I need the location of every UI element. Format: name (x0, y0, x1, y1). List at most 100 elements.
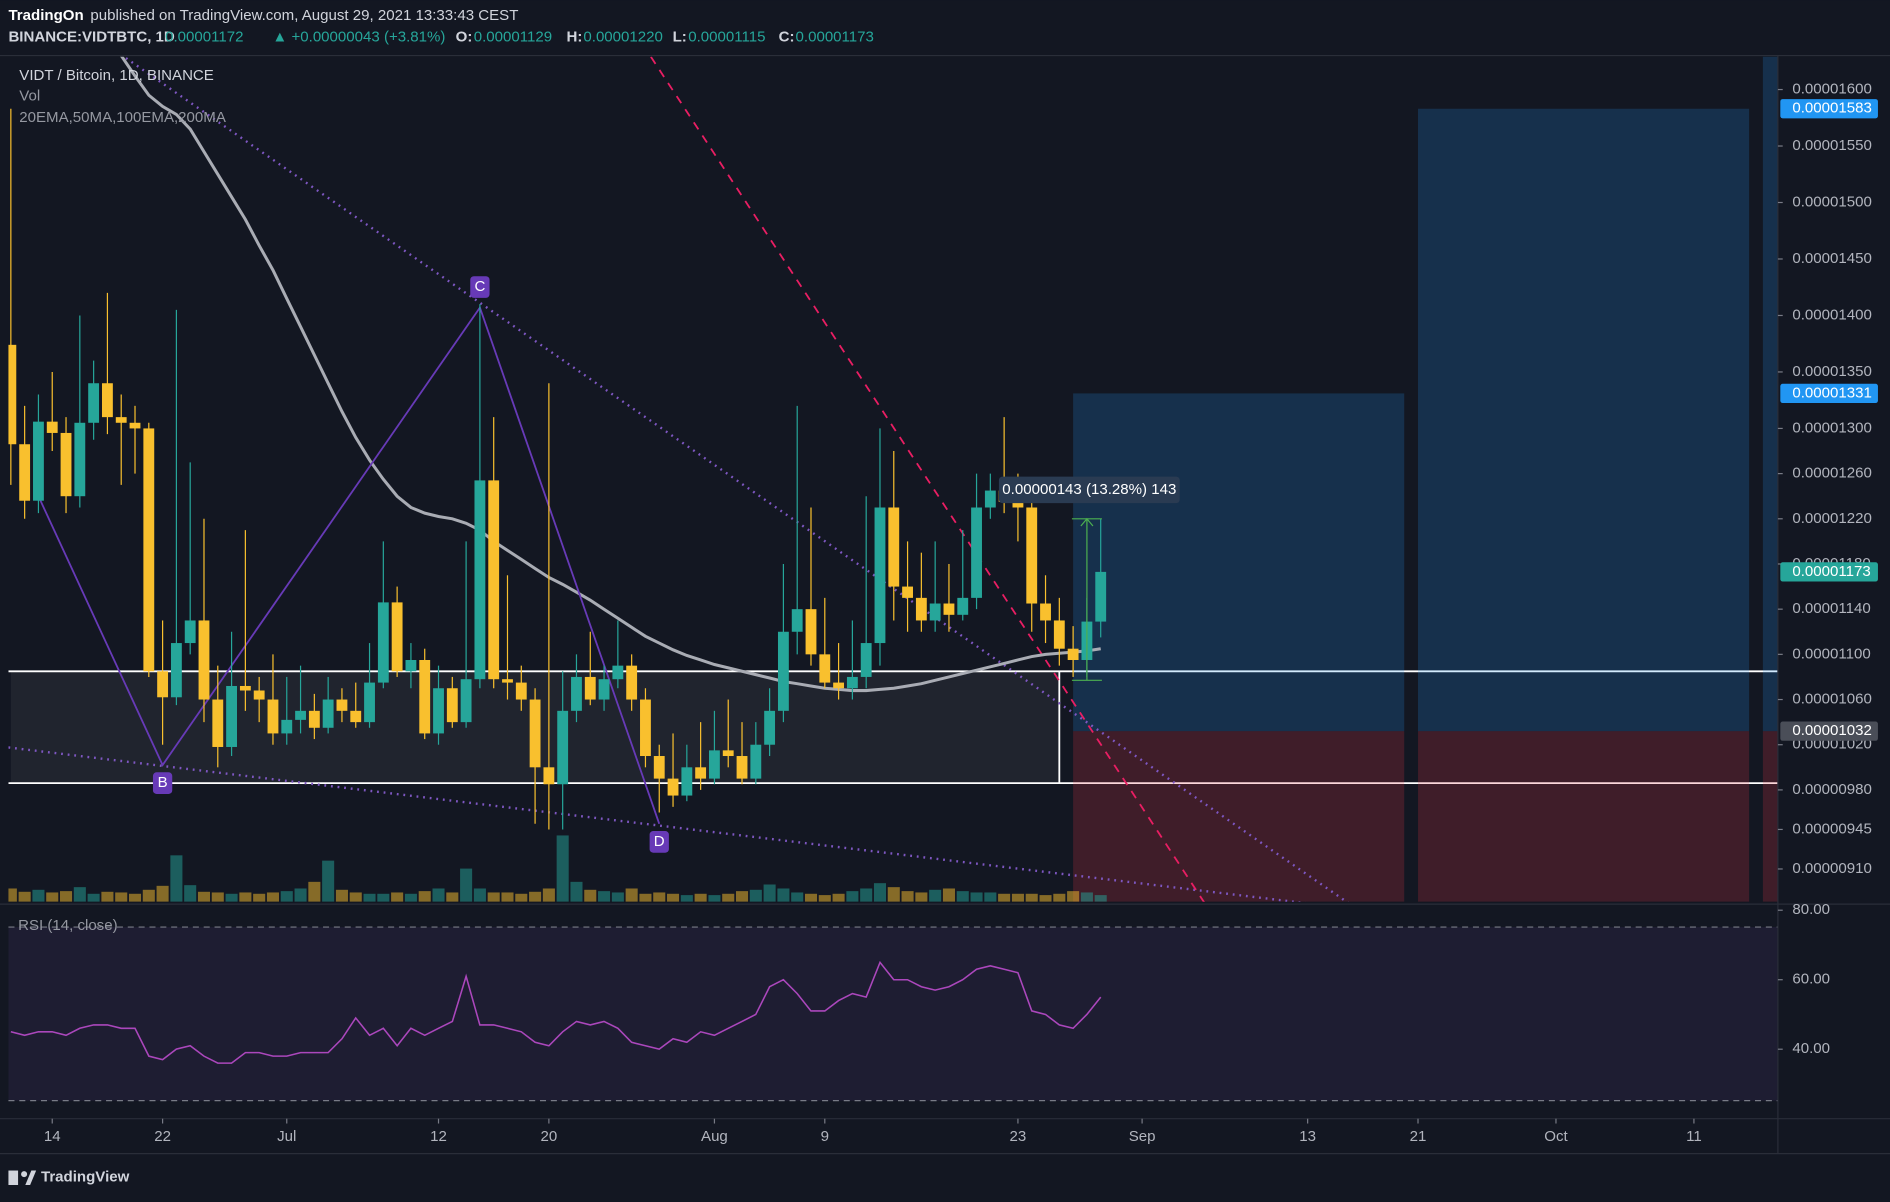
candle-body (8, 344, 17, 445)
y-tick-label: 0.00001500 (1792, 193, 1872, 210)
candle-body (750, 744, 762, 779)
pattern-line (37, 305, 661, 825)
candle-body (308, 710, 320, 728)
ohlc-value: 0.00001129 (474, 28, 552, 45)
ohlc-key: O: (456, 28, 473, 45)
candle-body (612, 665, 624, 680)
price-tag-label: 0.00001331 (1792, 384, 1872, 401)
volume-bar (46, 892, 59, 902)
volume-bar (763, 884, 776, 902)
volume-bar (1094, 895, 1107, 902)
last-price: 0.00001172 (165, 28, 243, 45)
pattern-label: D (654, 833, 665, 850)
volume-bar (184, 885, 197, 902)
volume-bar (1025, 893, 1038, 902)
candle-body (709, 750, 720, 779)
candle-body (184, 620, 196, 644)
volume-bar (1067, 891, 1080, 902)
measure-label-box (998, 476, 1180, 504)
volume-bar (942, 888, 955, 902)
x-tick-label: 20 (541, 1128, 558, 1145)
y-tick-label: 0.00001350 (1792, 363, 1872, 380)
volume-bar (18, 891, 31, 902)
volume-bar (804, 893, 818, 902)
candle-body (446, 688, 458, 723)
candle-body (943, 603, 955, 615)
volume-bar (1053, 893, 1066, 902)
legend-title: VIDT / Bitcoin, 1D, BINANCE (19, 67, 214, 84)
pattern-label: B (158, 774, 168, 791)
position-loss (1418, 731, 1750, 902)
y-tick-label: 0.00000945 (1792, 820, 1872, 837)
ohlc-value: 0.00001173 (796, 28, 874, 45)
candle-body (874, 507, 886, 644)
volume-bar (956, 891, 969, 902)
volume-bar (1011, 893, 1024, 902)
candle-body (805, 609, 817, 655)
candle-body (846, 676, 858, 689)
candle-body (226, 685, 238, 747)
volume-bar (322, 860, 335, 902)
volume-bar (708, 895, 721, 902)
candle-body (1026, 507, 1038, 604)
volume-bar (211, 892, 224, 902)
legend-volume: Vol (19, 88, 40, 105)
volume-bar (998, 893, 1011, 902)
volume-bar (680, 895, 693, 902)
x-tick-label: 12 (430, 1128, 447, 1145)
price-tag-label: 0.00001173 (1792, 563, 1870, 580)
candle-body (557, 710, 569, 785)
volume-bar (156, 885, 169, 902)
volume-bar (749, 889, 762, 902)
candle-body (170, 643, 182, 698)
candle-body (888, 507, 900, 587)
pattern-label-box (470, 276, 490, 298)
candle-body (681, 767, 693, 796)
volume-bar (570, 881, 583, 902)
x-tick-label: 14 (44, 1128, 61, 1145)
price-tag (1780, 99, 1878, 119)
candle-body (350, 710, 362, 723)
candle-body (764, 710, 776, 745)
volume-bar (73, 887, 86, 902)
pattern-label-box (649, 831, 669, 853)
candle-body (722, 750, 734, 757)
candle-body (322, 699, 334, 728)
x-tick-label: 9 (821, 1128, 829, 1145)
legend-rsi: RSI (14, close) (18, 917, 118, 934)
volume-bar (515, 893, 528, 902)
candle-body (1067, 648, 1079, 660)
back-layer (8, 56, 1778, 902)
pattern-label: C (474, 278, 485, 295)
candle-body (929, 603, 941, 621)
volume-bar (639, 893, 652, 902)
candle-body (377, 602, 389, 683)
price-tag (1780, 562, 1878, 582)
volume-bar (542, 888, 555, 902)
volume-bar (887, 887, 900, 902)
volume-bar (598, 891, 611, 902)
ohlc-key: L: (673, 28, 687, 45)
rsi-band (8, 927, 1778, 1101)
volume-bar (901, 891, 914, 902)
volume-bar (87, 893, 100, 902)
x-tick-label: 11 (1686, 1128, 1702, 1145)
footer-brand: TradingView (41, 1169, 130, 1186)
volume-bar (694, 893, 707, 902)
x-tick-label: Sep (1129, 1128, 1156, 1145)
candle-body (60, 432, 72, 497)
footer-logo: TradingView (8, 1169, 130, 1186)
volume-bar (170, 855, 183, 902)
y-tick-label: 0.00001260 (1792, 465, 1872, 482)
volume-bar (8, 888, 17, 902)
volume-bar (253, 893, 266, 902)
volume-bar (860, 888, 873, 902)
volume-bar (777, 888, 790, 902)
volume-bar (929, 889, 942, 902)
volume-bar (653, 892, 666, 902)
volume-bar (487, 892, 500, 902)
candle-body (46, 421, 58, 433)
candle-body (405, 659, 417, 672)
candle-body (474, 480, 486, 680)
